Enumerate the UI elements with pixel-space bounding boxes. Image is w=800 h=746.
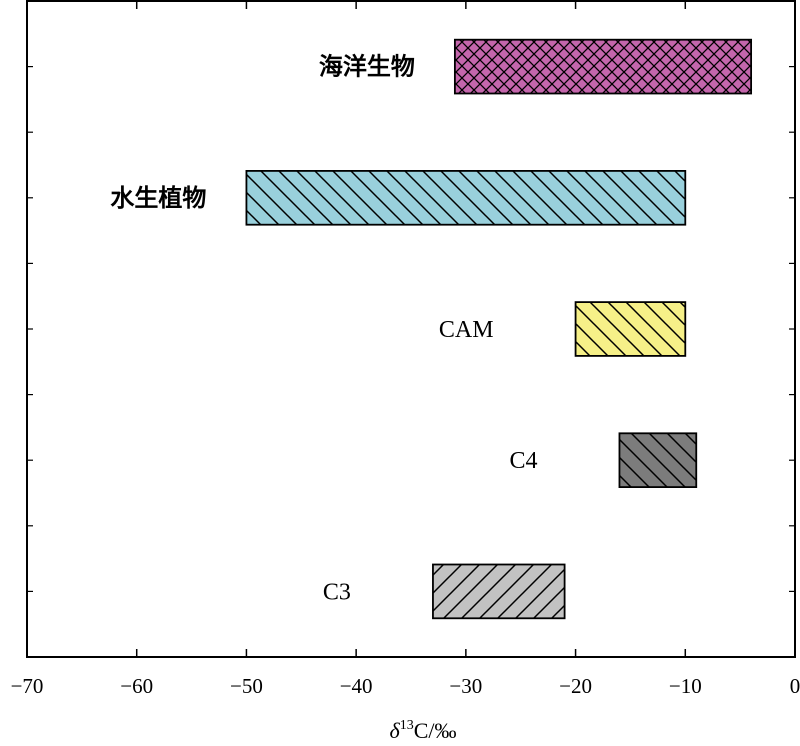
x-tick-labels: −70 −60 −50 −40 −30 −20 −10 0 [11,674,800,698]
category-label: 水生植物 [110,184,206,212]
category-label: 海洋生物 [319,53,415,81]
category-label: C3 [323,579,351,605]
x-tick-label: −50 [230,674,263,698]
x-tick-label: −60 [120,674,153,698]
x-tick-label: −10 [669,674,702,698]
x-tick-label: −30 [449,674,482,698]
bar-1-hatched [245,170,687,226]
x-tick-label: −70 [11,674,44,698]
category-label: C4 [509,448,537,474]
x-tick-label: 0 [790,674,800,698]
bars [245,38,753,620]
bar-2-hatched [574,301,687,357]
category-label: CAM [439,317,494,343]
bar-3-hatched [618,432,698,488]
axis-ticks [26,1,796,657]
x-tick-label: −20 [559,674,592,698]
x-tick-label: −40 [340,674,373,698]
x-axis-title: δ13C/‰ [389,718,456,743]
bar-0-hatched [453,38,753,95]
bar-4-hatched [432,563,566,620]
